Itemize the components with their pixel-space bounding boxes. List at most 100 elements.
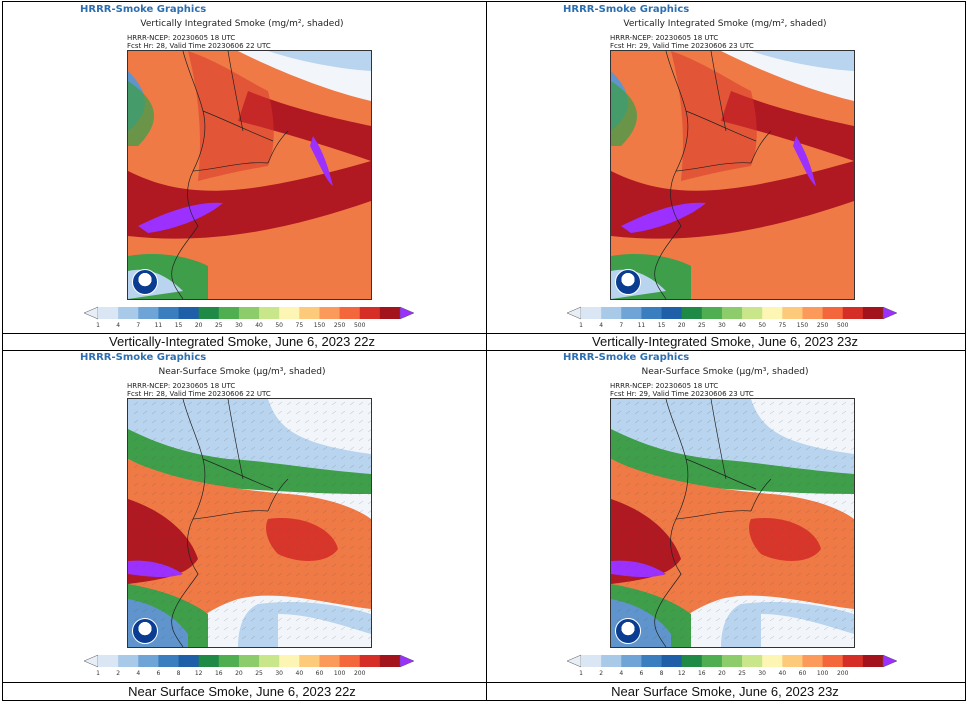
colorbar-bin xyxy=(661,307,683,319)
colorbar-tick-label: 150 xyxy=(313,322,326,329)
colorbar-bin xyxy=(862,307,884,319)
brand-title: HRRR-Smoke Graphics xyxy=(80,4,207,15)
colorbar-tick-label: 50 xyxy=(758,322,767,329)
colorbar-tick-label: 6 xyxy=(156,670,161,677)
north-clear-area xyxy=(128,51,371,101)
colorbar-tick-label: 7 xyxy=(136,322,141,329)
panel-title: Near-Surface Smoke (µg/m³, shaded) xyxy=(641,367,809,377)
colorbar-tick-label: 40 xyxy=(778,670,787,677)
colorbar-bin xyxy=(379,655,401,667)
colorbar-low-extend xyxy=(84,654,99,668)
colorbar-tick-label: 4 xyxy=(116,322,121,329)
colorbar-tick-label: 4 xyxy=(136,670,141,677)
colorbar-high-extend xyxy=(882,654,897,668)
colorbar-bin xyxy=(621,655,642,667)
colorbar-bin xyxy=(319,655,340,667)
colorbar-bin xyxy=(581,307,602,319)
colorbar-tick-label: 1 xyxy=(579,670,583,677)
colorbar-high-extend xyxy=(399,654,414,668)
state-borders xyxy=(171,399,289,647)
colorbar-bin xyxy=(701,307,723,319)
caption-panel-4: Near Surface Smoke, June 6, 2023 23z xyxy=(611,684,839,699)
brand-title: HRRR-Smoke Graphics xyxy=(563,352,690,363)
smoke-map xyxy=(610,398,855,648)
colorbar-bin xyxy=(299,307,320,319)
colorbar-bin xyxy=(339,307,361,319)
colorbar-bin xyxy=(822,655,844,667)
colorbar-tick-label: 20 xyxy=(194,322,203,329)
colorbar-bin xyxy=(641,655,662,667)
north-clear-area xyxy=(611,51,854,101)
colorbar-tick-label: 2 xyxy=(599,670,604,677)
colorbar-bin xyxy=(118,307,139,319)
colorbar xyxy=(567,654,897,668)
colorbar xyxy=(84,654,414,668)
colorbar-tick-label: 30 xyxy=(718,322,726,329)
colorbar-tick-label: 200 xyxy=(836,670,849,677)
valid-time-label: Fcst Hr: 29, Valid Time 20230606 23 UTC xyxy=(610,390,754,398)
colorbar-tick-label: 40 xyxy=(255,322,263,329)
colorbar-tick-label: 25 xyxy=(214,322,223,329)
colorbar-bin xyxy=(238,307,260,319)
smoke-map xyxy=(127,50,372,300)
colorbar-tick-label: 250 xyxy=(333,322,346,329)
offshore-peak-plume xyxy=(793,136,816,186)
panel-title: Vertically Integrated Smoke (mg/m², shad… xyxy=(140,19,344,29)
colorbar-tick-label: 500 xyxy=(836,322,849,329)
smoke-map xyxy=(127,398,372,648)
valid-time-label: Fcst Hr: 29, Valid Time 20230606 23 UTC xyxy=(610,42,754,50)
colorbar-bin xyxy=(178,655,200,667)
row-divider-2 xyxy=(3,350,965,351)
colorbar-bin xyxy=(339,655,361,667)
wind-barbs xyxy=(616,401,854,640)
colorbar-tick-label: 4 xyxy=(599,322,604,329)
noaa-logo xyxy=(132,269,158,295)
offshore-peak-plume xyxy=(310,136,333,186)
colorbar-bin xyxy=(98,655,119,667)
state-borders xyxy=(171,51,289,299)
colorbar-bin xyxy=(98,307,119,319)
panel-ns-22z: HRRR-Smoke Graphics Near-Surface Smoke (µ… xyxy=(2,349,482,679)
colorbar-low-extend xyxy=(84,306,99,320)
wind-barbs xyxy=(133,401,371,640)
colorbar-bin xyxy=(762,655,783,667)
colorbar-tick-label: 6 xyxy=(639,670,644,677)
colorbar-ticks: 1 2 4 6 8 12 16 20 25 30 40 60 100 200 xyxy=(84,670,414,680)
colorbar-ticks: 1 2 4 6 8 12 16 20 25 30 40 60 100 200 xyxy=(567,670,897,680)
colorbar-bin xyxy=(721,655,743,667)
colorbar-tick-label: 11 xyxy=(637,322,646,329)
caption-panel-2: Vertically-Integrated Smoke, June 6, 202… xyxy=(592,334,858,349)
north-low-smoke xyxy=(128,399,371,479)
colorbar-tick-label: 200 xyxy=(353,670,366,677)
colorbar-tick-label: 25 xyxy=(697,322,706,329)
colorbar-tick-label: 30 xyxy=(235,322,243,329)
colorbar-low-extend xyxy=(567,654,582,668)
colorbar-bin xyxy=(762,307,783,319)
colorbar-tick-label: 60 xyxy=(798,670,807,677)
colorbar-tick-label: 2 xyxy=(116,670,121,677)
colorbar-tick-label: 8 xyxy=(659,670,664,677)
colorbar-bin xyxy=(601,655,622,667)
colorbar-bin xyxy=(842,655,864,667)
row-divider-3 xyxy=(3,682,965,683)
noaa-logo xyxy=(132,618,158,644)
colorbar-bin xyxy=(379,307,401,319)
panel-vi-23z: HRRR-Smoke Graphics Vertically Integrated… xyxy=(485,1,965,331)
colorbar-tick-label: 12 xyxy=(194,670,203,677)
colorbar-high-extend xyxy=(882,306,897,320)
colorbar-tick-label: 100 xyxy=(333,670,346,677)
colorbar-tick-label: 1 xyxy=(579,322,583,329)
colorbar-tick-label: 40 xyxy=(738,322,746,329)
colorbar-tick-label: 50 xyxy=(275,322,284,329)
colorbar-tick-label: 8 xyxy=(176,670,181,677)
colorbar-bin xyxy=(621,307,642,319)
colorbar-bin xyxy=(198,307,220,319)
colorbar-bin xyxy=(359,307,381,319)
valid-time-label: Fcst Hr: 28, Valid Time 20230606 22 UTC xyxy=(127,42,271,50)
colorbar-tick-label: 7 xyxy=(619,322,624,329)
valid-time-label: Fcst Hr: 28, Valid Time 20230606 22 UTC xyxy=(127,390,271,398)
colorbar-tick-label: 75 xyxy=(295,322,304,329)
colorbar-bin xyxy=(238,655,260,667)
caption-panel-1: Vertically-Integrated Smoke, June 6, 202… xyxy=(109,334,375,349)
model-run-label: HRRR-NCEP: 20230605 18 UTC xyxy=(127,34,236,42)
